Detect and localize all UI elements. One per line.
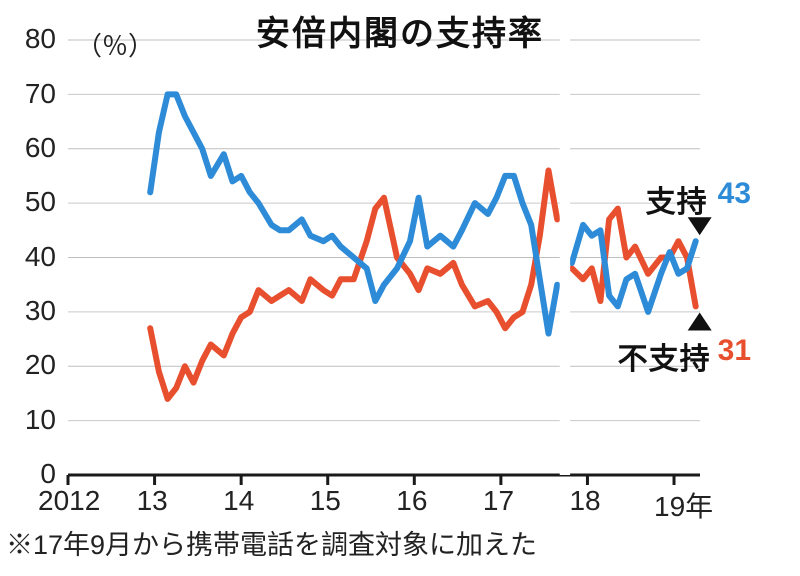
approval-chart: 安倍内閣の支持率 （％） 01020304050607080 201213141… [0,0,800,576]
x-tick: 19年 [654,485,713,525]
support-end-value: 43 [718,177,751,211]
oppose-label: 不支持 [618,334,711,378]
support-label: 支持 [646,177,708,221]
y-tick: 20 [0,349,56,381]
x-tick: 14 [223,485,254,517]
y-tick: 60 [0,132,56,164]
y-tick: 70 [0,78,56,110]
x-tick: 2012 [38,485,100,517]
unit-label: （％） [76,26,154,63]
y-tick: 40 [0,241,56,273]
oppose-end-value: 31 [718,334,751,368]
x-tick: 17 [483,485,514,517]
x-tick: 13 [137,485,168,517]
y-tick: 30 [0,295,56,327]
x-tick: 18 [569,485,600,517]
footnote: ※17年9月から携帯電話を調査対象に加えた [6,523,537,562]
x-tick: 16 [396,485,427,517]
y-tick: 50 [0,186,56,218]
x-tick: 15 [310,485,341,517]
y-tick: 10 [0,404,56,436]
y-tick: 80 [0,23,56,55]
